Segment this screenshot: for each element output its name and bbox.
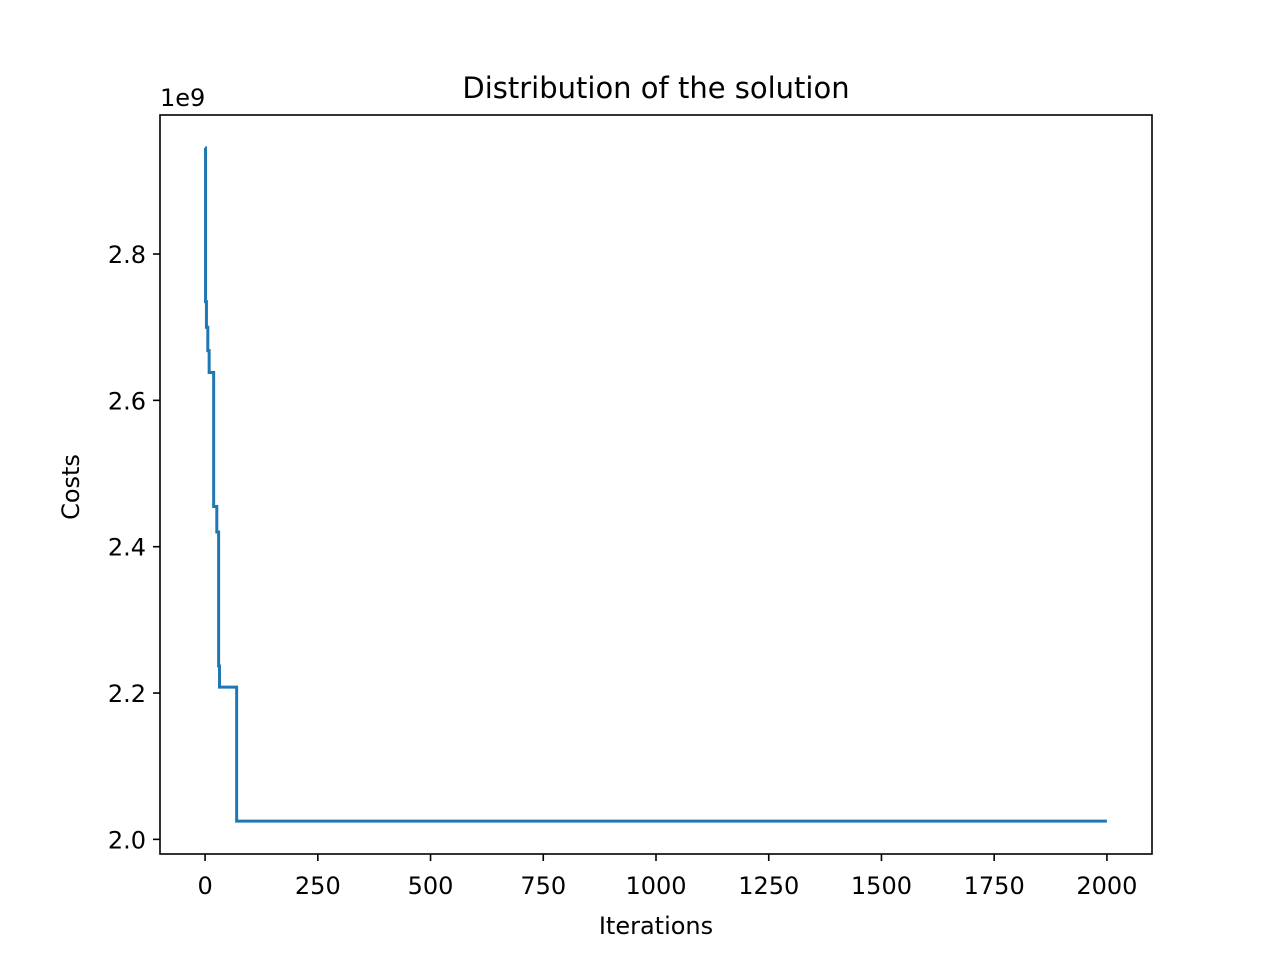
y-tick-label: 2.6	[108, 387, 146, 415]
y-tick-label: 2.2	[108, 680, 146, 708]
x-tick-label: 500	[408, 872, 454, 900]
x-tick-label: 250	[295, 872, 341, 900]
y-tick-label: 2.0	[108, 826, 146, 854]
cost-series-line	[204, 146, 1107, 823]
series-layer	[204, 146, 1107, 823]
y-tick-label: 2.4	[108, 534, 146, 562]
x-tick-label: 1500	[851, 872, 912, 900]
x-tick-label: 0	[197, 872, 212, 900]
x-tick-label: 750	[520, 872, 566, 900]
x-tick-label: 2000	[1076, 872, 1137, 900]
x-tick-label: 1750	[964, 872, 1025, 900]
chart-title: Distribution of the solution	[462, 71, 849, 105]
x-axis-label: Iterations	[599, 912, 713, 940]
y-offset-label: 1e9	[160, 84, 205, 112]
plot-area: 0 250 500 750 1000 1250 1500 1750 2000 2.0 2.2 2.4 2…	[108, 114, 1153, 900]
x-tick-label: 1250	[738, 872, 799, 900]
axes-frame	[159, 114, 1153, 855]
x-tick-label: 1000	[625, 872, 686, 900]
y-tick-label: 2.8	[108, 241, 146, 269]
ticks-layer: 0 250 500 750 1000 1250 1500 1750 2000 2.0 2.2 2.4 2…	[108, 241, 1138, 900]
y-axis-label: Costs	[57, 454, 85, 520]
